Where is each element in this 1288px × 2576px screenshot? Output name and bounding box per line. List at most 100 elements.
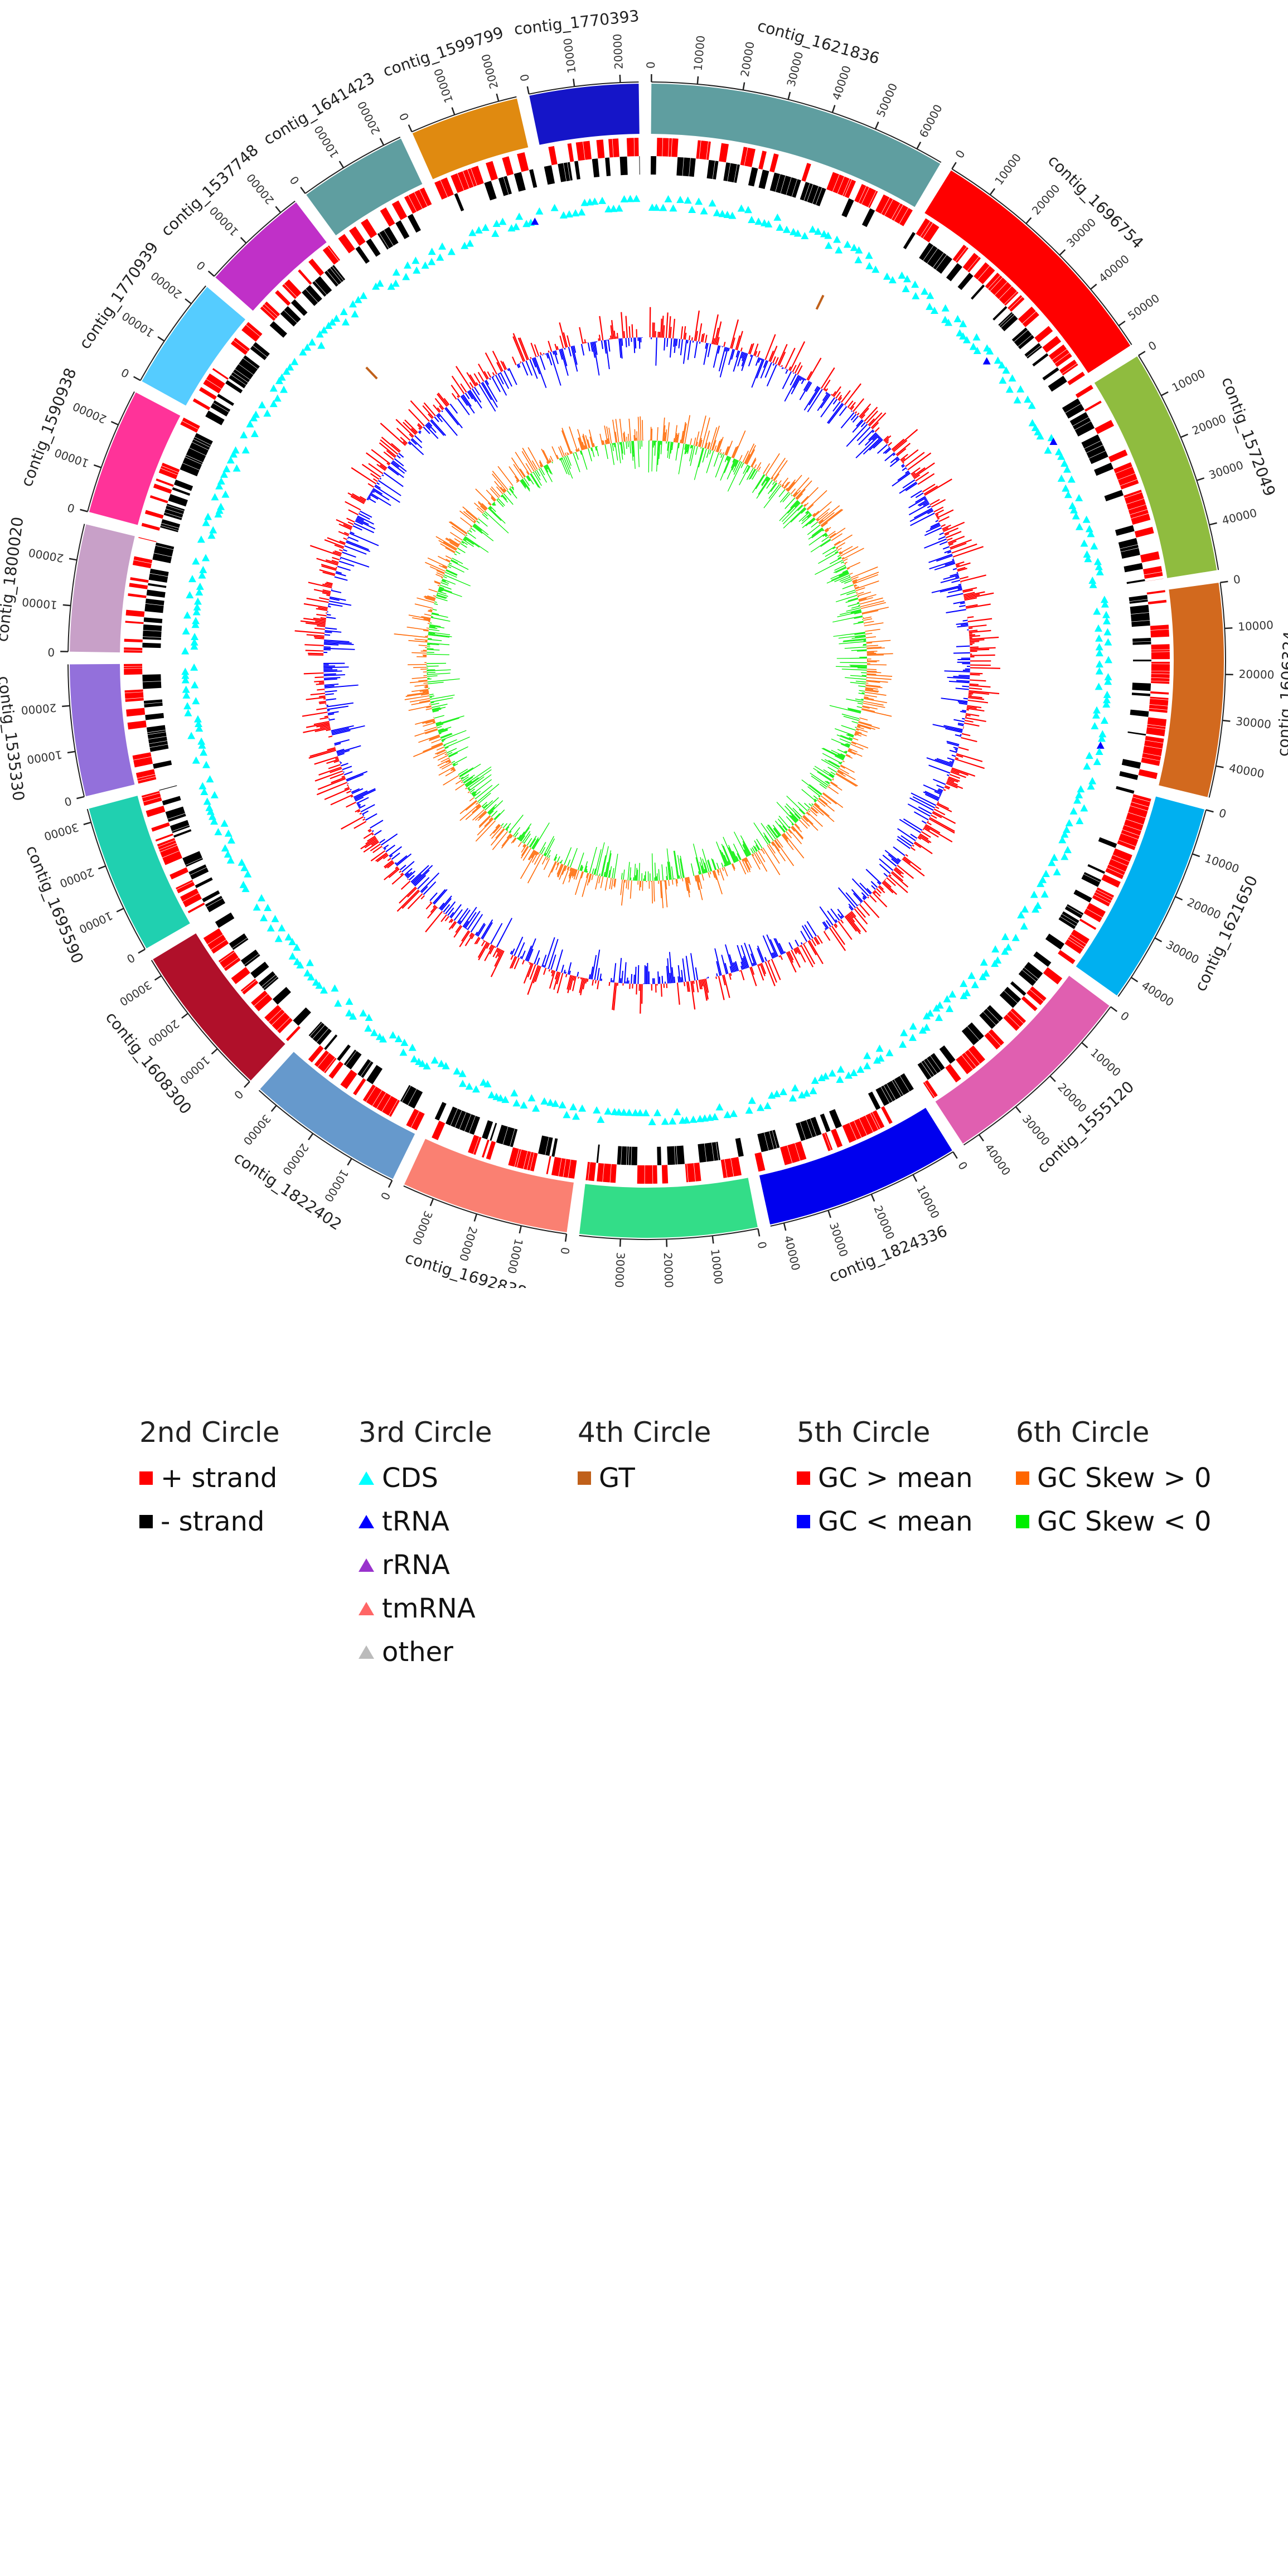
gc-low-bar — [937, 789, 943, 793]
skew-neg-bar — [501, 495, 509, 503]
skew-neg-bar — [847, 708, 861, 712]
tick-mark — [573, 79, 575, 87]
minus-strand-block — [464, 1114, 476, 1133]
minus-strand-block — [469, 1116, 481, 1135]
cds-marker — [415, 1058, 423, 1066]
skew-neg-bar — [832, 615, 863, 623]
cds-marker — [1098, 730, 1107, 738]
gc-high-bar — [956, 562, 971, 568]
contig-label: contig_1621650 — [1191, 873, 1261, 994]
cds-marker — [192, 608, 201, 616]
gc-high-bar — [328, 764, 341, 769]
skew-neg-bar — [454, 553, 457, 555]
gc-high-bar — [865, 410, 879, 424]
skew-pos-bar — [463, 511, 477, 522]
tick-label: 30000 — [1207, 458, 1245, 482]
cds-marker — [979, 972, 987, 980]
gc-high-bar — [459, 931, 471, 947]
skew-neg-bar — [782, 825, 787, 831]
plus-strand-block — [322, 246, 339, 265]
skew-pos-bar — [424, 662, 427, 664]
skew-neg-bar — [595, 446, 597, 451]
skew-neg-bar — [580, 865, 583, 871]
plus-strand-block — [744, 147, 756, 167]
gc-low-bar — [666, 338, 669, 347]
contig-band — [412, 98, 529, 180]
cds-marker — [956, 329, 964, 337]
cds-marker — [763, 1102, 772, 1110]
cds-marker — [190, 642, 198, 650]
plus-strand-block — [527, 1151, 534, 1171]
skew-neg-bar — [585, 869, 588, 873]
gc-low-bar — [877, 444, 888, 454]
skew-pos-bar — [790, 488, 796, 495]
plus-strand-block — [1122, 825, 1141, 836]
plus-strand-block — [1142, 753, 1161, 761]
skew-neg-bar — [845, 750, 848, 752]
gc-high-bar — [527, 965, 539, 995]
tick-label: 10000 — [1088, 1046, 1124, 1079]
cds-marker — [465, 1082, 473, 1090]
skew-pos-bar — [531, 850, 536, 859]
legend-item: GC Skew < 0 — [1016, 1500, 1235, 1543]
minus-strand-block — [676, 157, 684, 176]
cds-marker — [193, 603, 201, 611]
skew-pos-bar — [423, 630, 429, 632]
gc-high-bar — [403, 422, 417, 435]
gc-high-bar — [323, 698, 326, 700]
skew-pos-bar — [521, 845, 527, 853]
skew-pos-bar — [587, 873, 591, 886]
minus-strand-block — [567, 162, 573, 181]
gc-low-bar — [871, 885, 876, 890]
skew-neg-bar — [546, 464, 553, 475]
gc-high-bar — [655, 984, 657, 993]
skew-neg-bar — [506, 490, 512, 496]
gc-low-bar — [953, 601, 965, 604]
cds-marker — [303, 343, 312, 351]
skew-neg-bar — [797, 505, 803, 511]
gc-low-bar — [481, 919, 493, 939]
skew-pos-bar — [835, 773, 857, 787]
skew-neg-bar — [701, 865, 704, 874]
skew-pos-bar — [845, 754, 853, 759]
gc-high-bar — [779, 955, 783, 960]
gc-high-bar — [399, 870, 401, 873]
gc-high-bar — [566, 335, 571, 347]
skew-pos-bar — [634, 429, 636, 441]
skew-neg-bar — [839, 577, 851, 582]
skew-neg-bar — [485, 511, 509, 534]
plus-strand-block — [1131, 797, 1151, 807]
skew-pos-bar — [550, 456, 554, 462]
gc-high-bar — [956, 564, 960, 566]
cds-marker — [972, 333, 981, 341]
contig-label: contig_1608300 — [102, 1008, 195, 1117]
gc-high-bar — [761, 962, 767, 975]
cds-marker — [563, 1111, 571, 1118]
gc-low-bar — [707, 343, 711, 357]
gc-high-bar — [893, 439, 908, 452]
cds-marker — [791, 1084, 799, 1092]
gc-high-bar — [410, 400, 430, 422]
skew-neg-bar — [439, 587, 452, 593]
gc-low-bar — [536, 957, 540, 965]
skew-neg-bar — [822, 533, 827, 537]
minus-strand-block — [961, 1026, 980, 1045]
skew-neg-bar — [758, 471, 759, 472]
skew-neg-bar — [680, 855, 685, 878]
gc-low-bar — [618, 957, 622, 983]
tick-axis — [86, 808, 146, 950]
gc-high-bar — [968, 627, 973, 630]
gc-low-bar — [845, 892, 858, 907]
skew-neg-bar — [530, 838, 536, 848]
skew-neg-bar — [792, 807, 802, 818]
skew-neg-bar — [436, 594, 447, 599]
minus-strand-block — [829, 1109, 842, 1129]
gc-high-bar — [923, 485, 938, 495]
skew-pos-bar — [424, 595, 435, 600]
gc-high-bar — [879, 885, 884, 890]
skew-neg-bar — [666, 866, 669, 880]
minus-strand-block — [1086, 445, 1106, 458]
skew-pos-bar — [771, 477, 774, 480]
plus-strand-block — [124, 692, 144, 699]
gc-high-bar — [797, 365, 803, 375]
